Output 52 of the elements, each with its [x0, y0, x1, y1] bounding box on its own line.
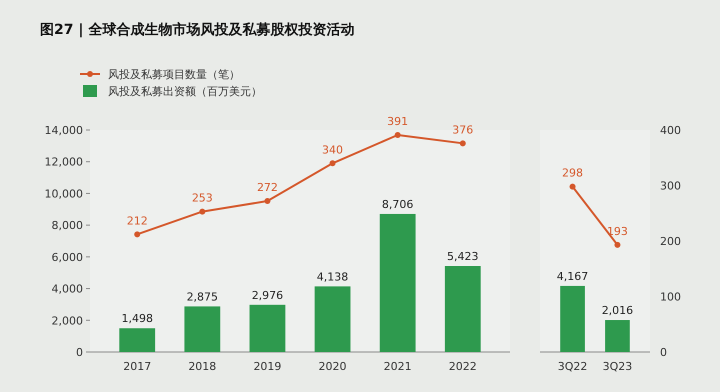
point	[264, 198, 270, 204]
x-tick-label: 2017	[123, 360, 152, 373]
point	[460, 140, 466, 146]
data-label: 4,138	[316, 270, 348, 284]
data-label: 1,498	[121, 312, 153, 326]
data-label: 2,016	[602, 304, 634, 318]
bar	[314, 286, 350, 352]
x-tick-label: 2019	[253, 360, 282, 373]
x-tick-label: 2018	[188, 360, 216, 373]
x-tick-label: 2022	[448, 360, 477, 373]
y2-tick-label: 400	[660, 124, 681, 137]
data-label: 376	[452, 123, 474, 136]
y2-tick-label: 200	[660, 235, 681, 248]
y-tick-label: 2,000	[52, 314, 83, 328]
y-tick-label: 0	[76, 346, 83, 359]
bar	[250, 304, 286, 352]
chart-title: 图27 | 全球合成生物市场风投及私募股权投资活动	[40, 21, 354, 38]
y-tick-label: 4,000	[52, 282, 83, 296]
point	[394, 132, 401, 138]
data-label: 391	[387, 114, 408, 128]
data-label: 5,423	[447, 250, 479, 264]
data-label: 298	[562, 166, 584, 180]
data-label: 2,875	[186, 290, 218, 304]
data-label: 212	[126, 214, 148, 228]
bar	[380, 214, 416, 352]
bar	[444, 266, 481, 352]
x-tick-label: 2021	[384, 360, 412, 373]
point	[134, 231, 140, 238]
data-label: 2,976	[252, 288, 284, 302]
x-tick-label: 3Q23	[602, 360, 632, 373]
x-tick-label: 3Q22	[558, 360, 588, 373]
legend-label: 风投及私募出资额（百万美元）	[108, 85, 262, 98]
bar	[184, 306, 220, 352]
y-tick-label: 10,000	[44, 187, 83, 200]
data-label: 4,167	[556, 270, 588, 283]
y2-tick-label: 300	[660, 180, 681, 192]
y-tick-label: 14,000	[44, 124, 83, 137]
point	[330, 160, 336, 166]
data-label: 8,706	[382, 198, 414, 211]
y-tick-label: 8,000	[52, 219, 83, 232]
data-label: 193	[606, 224, 628, 238]
y-tick-label: 6,000	[52, 250, 83, 264]
y-tick-label: 12,000	[44, 156, 83, 169]
data-label: 272	[256, 181, 278, 194]
bar	[119, 328, 156, 352]
data-label: 253	[192, 192, 213, 205]
x-tick-label: 2020	[318, 360, 347, 373]
data-label: 340	[322, 143, 344, 156]
y2-tick-label: 100	[660, 290, 681, 304]
point	[199, 208, 206, 215]
y2-tick-label: 0	[660, 346, 667, 359]
legend-label: 风投及私募项目数量（笔）	[108, 68, 240, 81]
